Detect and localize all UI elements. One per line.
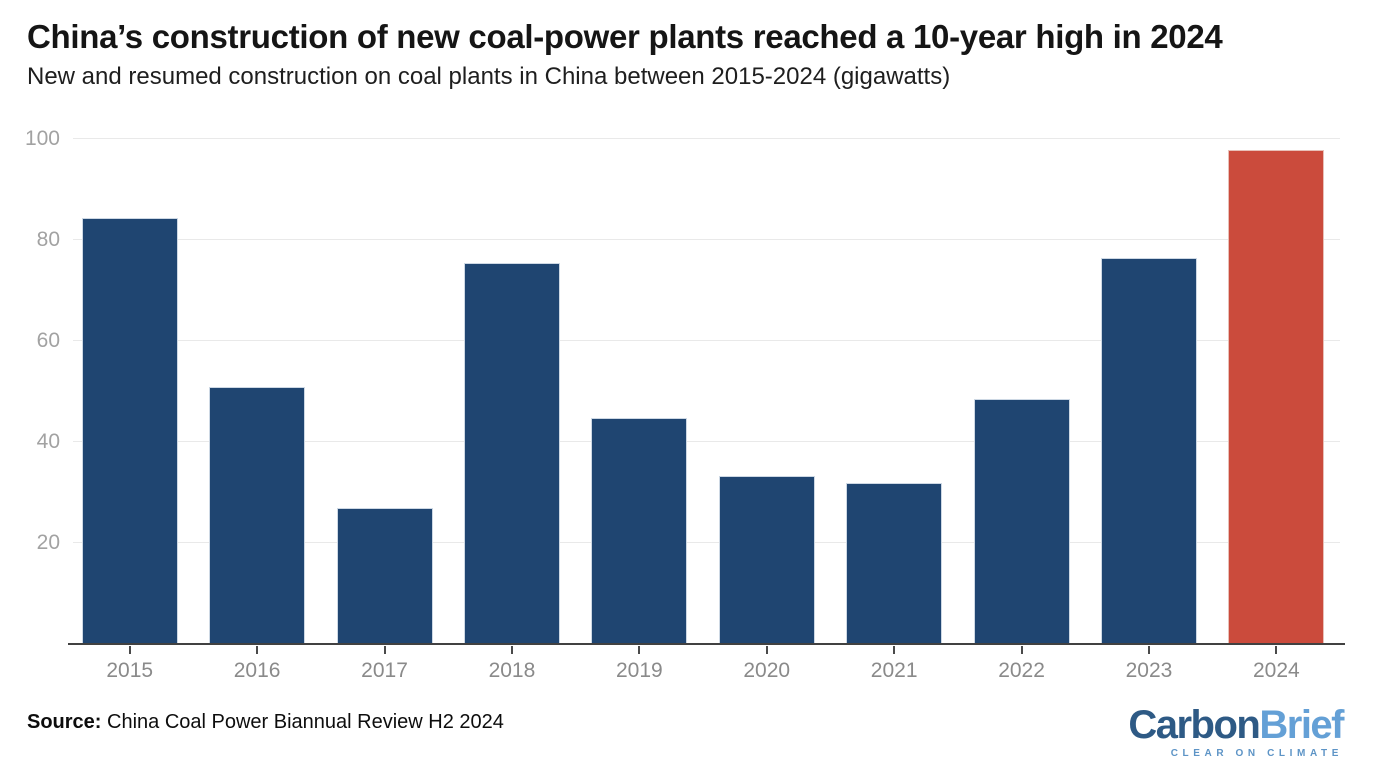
x-tick-2022 bbox=[1020, 646, 1023, 654]
band-2021: 2021 bbox=[830, 139, 957, 682]
bars-layer: 2015 2016 2017 2018 2019 2020 2021 2022 2023 2024 bbox=[66, 139, 1340, 682]
y-tick-label-20: 20 bbox=[36, 531, 60, 554]
x-axis-line bbox=[68, 643, 1345, 645]
x-tick-2016 bbox=[256, 646, 259, 654]
logo-tagline: CLEAR ON CLIMATE bbox=[1170, 748, 1343, 759]
x-tick-label-2019: 2019 bbox=[615, 659, 663, 682]
chart-title: China’s construction of new coal-power p… bbox=[27, 18, 1223, 55]
y-tick-label-80: 80 bbox=[36, 228, 60, 251]
plot-area: 20 40 60 80 100 2015 2016 2017 2018 2019 2020 2021… bbox=[25, 128, 1345, 682]
source-note: Source: China Coal Power Biannual Review… bbox=[27, 711, 504, 734]
x-tick-label-2016: 2016 bbox=[233, 659, 281, 682]
bar-2017 bbox=[336, 508, 433, 644]
gridline-80 bbox=[73, 239, 1340, 240]
bar-2019 bbox=[591, 417, 688, 644]
band-2017: 2017 bbox=[321, 139, 448, 682]
x-tick-2019 bbox=[638, 646, 641, 654]
band-2018: 2018 bbox=[448, 139, 575, 682]
bar-2023 bbox=[1100, 258, 1197, 644]
bar-2020 bbox=[718, 475, 815, 644]
band-2024: 2024 bbox=[1213, 139, 1340, 682]
bar-2021 bbox=[846, 482, 943, 644]
source-text: China Coal Power Biannual Review H2 2024 bbox=[101, 711, 504, 733]
band-2020: 2020 bbox=[703, 139, 830, 682]
x-tick-2021 bbox=[893, 646, 896, 654]
x-tick-label-2020: 2020 bbox=[743, 659, 791, 682]
bar-2015 bbox=[81, 217, 178, 644]
gridline-20 bbox=[73, 542, 1340, 543]
band-2016: 2016 bbox=[193, 139, 320, 682]
gridline-100 bbox=[73, 138, 1340, 139]
band-2019: 2019 bbox=[576, 139, 703, 682]
x-tick-2023 bbox=[1147, 646, 1150, 654]
y-tick-label-60: 60 bbox=[36, 329, 60, 352]
bar-2016 bbox=[209, 386, 306, 644]
x-tick-label-2023: 2023 bbox=[1125, 659, 1173, 682]
x-tick-label-2021: 2021 bbox=[870, 659, 918, 682]
source-label: Source: bbox=[27, 711, 102, 733]
y-tick-label-100: 100 bbox=[24, 127, 60, 150]
x-tick-label-2022: 2022 bbox=[998, 659, 1045, 682]
chart-subtitle: New and resumed construction on coal pla… bbox=[27, 63, 951, 90]
carbonbrief-logo: CarbonBrief CLEAR ON CLIMATE bbox=[1128, 703, 1344, 759]
x-tick-2018 bbox=[510, 646, 513, 654]
x-tick-2024 bbox=[1275, 646, 1278, 654]
logo-brief-text: Brief bbox=[1259, 703, 1344, 747]
band-2023: 2023 bbox=[1085, 139, 1212, 682]
x-tick-label-2015: 2015 bbox=[106, 659, 154, 682]
gridline-40 bbox=[73, 441, 1340, 442]
gridline-60 bbox=[73, 340, 1340, 341]
carbonbrief-logo-wordmark: CarbonBrief bbox=[1128, 703, 1344, 747]
band-2015: 2015 bbox=[66, 139, 193, 682]
x-tick-label-2017: 2017 bbox=[361, 659, 408, 682]
x-tick-label-2018: 2018 bbox=[488, 659, 536, 682]
bar-2022 bbox=[973, 399, 1070, 644]
x-tick-2015 bbox=[128, 646, 131, 654]
x-tick-label-2024: 2024 bbox=[1253, 659, 1300, 682]
bar-2018 bbox=[463, 262, 560, 644]
x-tick-2017 bbox=[383, 646, 386, 654]
logo-carbon-text: Carbon bbox=[1128, 703, 1261, 747]
x-tick-2020 bbox=[765, 646, 768, 654]
y-tick-label-40: 40 bbox=[36, 430, 60, 453]
band-2022: 2022 bbox=[958, 139, 1085, 682]
bar-2024 bbox=[1228, 150, 1325, 644]
